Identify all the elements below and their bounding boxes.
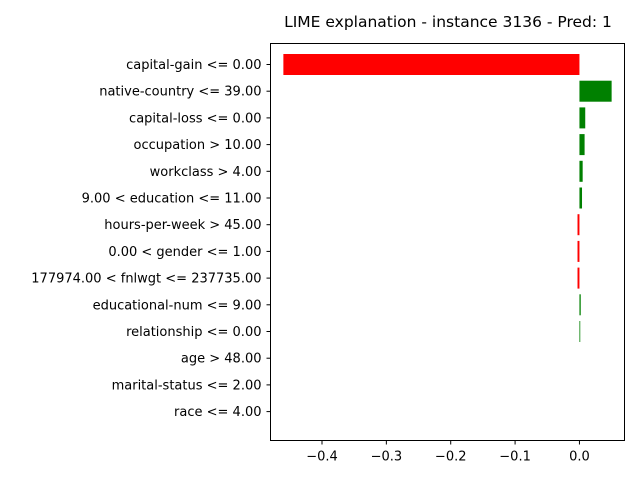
bar [577,214,580,236]
bar [579,160,583,182]
x-tick-label: −0.4 [306,450,338,465]
bar [579,321,581,342]
bar [579,80,612,102]
bar [579,187,583,209]
bar [577,267,580,289]
y-tick-label: age > 48.00 [181,352,262,367]
plot-frame [270,43,625,441]
chart-title: LIME explanation - instance 3136 - Pred:… [284,13,612,31]
bar [579,294,581,316]
y-tick-label: native-country <= 39.00 [99,85,261,100]
y-tick-label: occupation > 10.00 [134,138,262,153]
y-axis-ticks: capital-gain <= 0.00 native-country <= 39… [31,58,271,420]
x-axis-ticks: −0.4 −0.3 −0.2 −0.1 0.0 [306,440,590,465]
y-tick-label: workclass > 4.00 [150,165,262,180]
x-tick-label: −0.3 [371,450,403,465]
y-tick-label: 177974.00 < fnlwgt <= 237735.00 [31,272,261,287]
bar [283,54,580,75]
y-tick-label: capital-gain <= 0.00 [126,58,261,73]
bars-layer [283,54,612,342]
y-tick-label: relationship <= 0.00 [126,325,261,340]
y-tick-label: educational-num <= 9.00 [93,298,262,313]
y-tick-label: race <= 4.00 [174,405,261,420]
y-tick-label: hours-per-week > 45.00 [104,218,261,233]
y-tick-label: capital-loss <= 0.00 [129,111,261,126]
bar [579,134,585,156]
y-tick-label: marital-status <= 2.00 [112,378,262,393]
x-tick-label: −0.2 [435,450,467,465]
x-tick-label: −0.1 [499,450,531,465]
y-tick-label: 9.00 < education <= 11.00 [82,192,262,207]
y-tick-label: 0.00 < gender <= 1.00 [108,245,261,260]
x-tick-label: 0.0 [569,450,590,465]
bar [577,240,580,262]
bar [579,107,586,129]
